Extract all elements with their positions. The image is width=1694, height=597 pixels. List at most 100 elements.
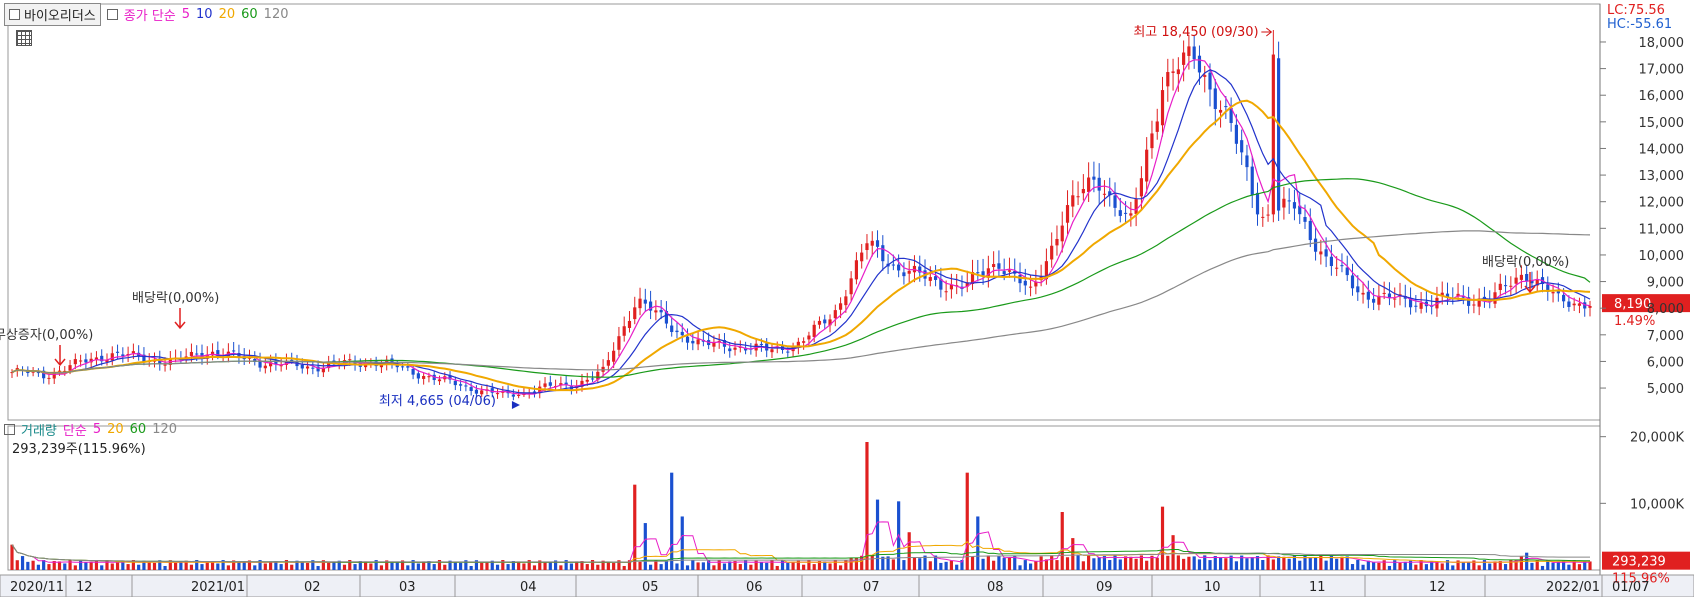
volume-bar: [728, 561, 732, 570]
volume-bar: [780, 560, 785, 570]
candle: [860, 243, 864, 269]
volume-bar: [263, 563, 267, 570]
volume-bar: [1007, 557, 1012, 570]
volume-checkbox-icon[interactable]: [4, 424, 15, 435]
annotations: 최고 18,450 (09/30) 최저 4,665 (04/06) 무상증자(0,…: [0, 25, 1690, 587]
volume-bar: [559, 565, 563, 570]
volume-bar: [691, 560, 695, 570]
x-axis-band: [0, 574, 1694, 597]
volume-bar: [274, 561, 278, 570]
event-arrow-icon: [174, 308, 186, 330]
checkbox-icon[interactable]: [9, 8, 20, 20]
volume-bar: [279, 564, 283, 570]
volume-bar: [1018, 565, 1022, 570]
volume-bar: [358, 561, 362, 570]
volume-bar: [749, 564, 753, 570]
candle: [453, 376, 457, 391]
candle: [870, 231, 874, 257]
volume-bar: [385, 560, 389, 570]
volume-bar: [648, 564, 653, 570]
candle: [295, 354, 299, 371]
ma-checkbox-icon[interactable]: [106, 8, 118, 20]
candle: [1514, 267, 1518, 294]
x-tick-label: 07: [863, 580, 880, 595]
candle: [1007, 257, 1012, 278]
volume-bar: [63, 563, 67, 570]
candle: [1382, 281, 1386, 300]
candle: [1477, 288, 1481, 316]
volume-bar: [184, 560, 188, 570]
volume-bar: [923, 555, 927, 570]
volume-bar: [701, 562, 705, 570]
candle: [844, 289, 848, 313]
candle: [1255, 182, 1260, 226]
candle: [511, 389, 515, 401]
volume-bar: [1155, 557, 1159, 570]
stock-selector[interactable]: 바이오리더스: [4, 2, 101, 26]
volume-bar: [707, 560, 711, 570]
volume-bar: [881, 556, 885, 570]
candle: [970, 259, 975, 290]
volume-bar: [1028, 563, 1033, 570]
volume-bar: [411, 560, 415, 570]
volume-bar: [332, 561, 336, 570]
volume-bar: [1160, 506, 1165, 570]
volume-bar: [522, 563, 526, 570]
x-tick-label: 03: [399, 580, 416, 595]
candle: [981, 258, 985, 285]
candle: [627, 311, 632, 333]
candle: [1271, 29, 1275, 223]
price-tick-label: 14,000: [1639, 142, 1685, 157]
candle: [559, 376, 563, 390]
volume-bar: [1139, 555, 1143, 570]
price-tick-label: 13,000: [1639, 169, 1685, 184]
candle: [865, 234, 869, 260]
volume-bar: [907, 532, 911, 570]
volume-bar: [1488, 563, 1492, 570]
volume-bar: [1308, 557, 1312, 570]
volume-bar: [1292, 555, 1297, 570]
lc-hc-readout: LC:75.56 HC:-55.61: [1607, 4, 1672, 32]
x-tick-label: 09: [1096, 580, 1113, 595]
candle: [1213, 79, 1217, 126]
candle: [770, 344, 774, 359]
table-grid-icon[interactable]: [16, 30, 32, 46]
candle: [622, 316, 626, 342]
volume-bar: [554, 560, 558, 570]
volume-bar: [1403, 561, 1407, 570]
volume-bar: [284, 560, 289, 570]
candle: [1313, 226, 1318, 261]
volume-bar: [94, 560, 99, 570]
lc-value: LC:75.56: [1607, 3, 1665, 18]
price-tick-label: 16,000: [1639, 89, 1685, 104]
volume-bar: [902, 560, 906, 570]
candle: [823, 314, 827, 330]
volume-bar: [406, 565, 410, 570]
volume-bar: [1498, 561, 1502, 570]
candle: [353, 355, 357, 371]
price-tick-label: 7,000: [1647, 329, 1684, 344]
candle: [1261, 206, 1265, 227]
volume-bar: [1408, 560, 1413, 570]
volume-bar: [1123, 556, 1128, 570]
vma-5-label: 5: [92, 422, 102, 437]
volume-bar: [485, 561, 489, 570]
candle: [1076, 181, 1080, 206]
volume-bar: [1277, 556, 1281, 570]
volume-bar: [717, 560, 721, 570]
volume-bar: [105, 560, 109, 570]
volume-bar: [1271, 559, 1275, 570]
candle: [1282, 186, 1286, 220]
candle: [490, 383, 494, 398]
candle: [232, 341, 236, 358]
volume-bar: [258, 560, 262, 570]
volume-bar: [1414, 564, 1418, 570]
volume-bar: [1361, 564, 1365, 570]
volume-bar: [269, 561, 273, 570]
candle: [939, 267, 943, 298]
x-tick-label: 12: [1429, 580, 1446, 595]
candle: [1108, 177, 1112, 207]
volume-bar: [1345, 556, 1349, 570]
candle: [1224, 96, 1228, 119]
